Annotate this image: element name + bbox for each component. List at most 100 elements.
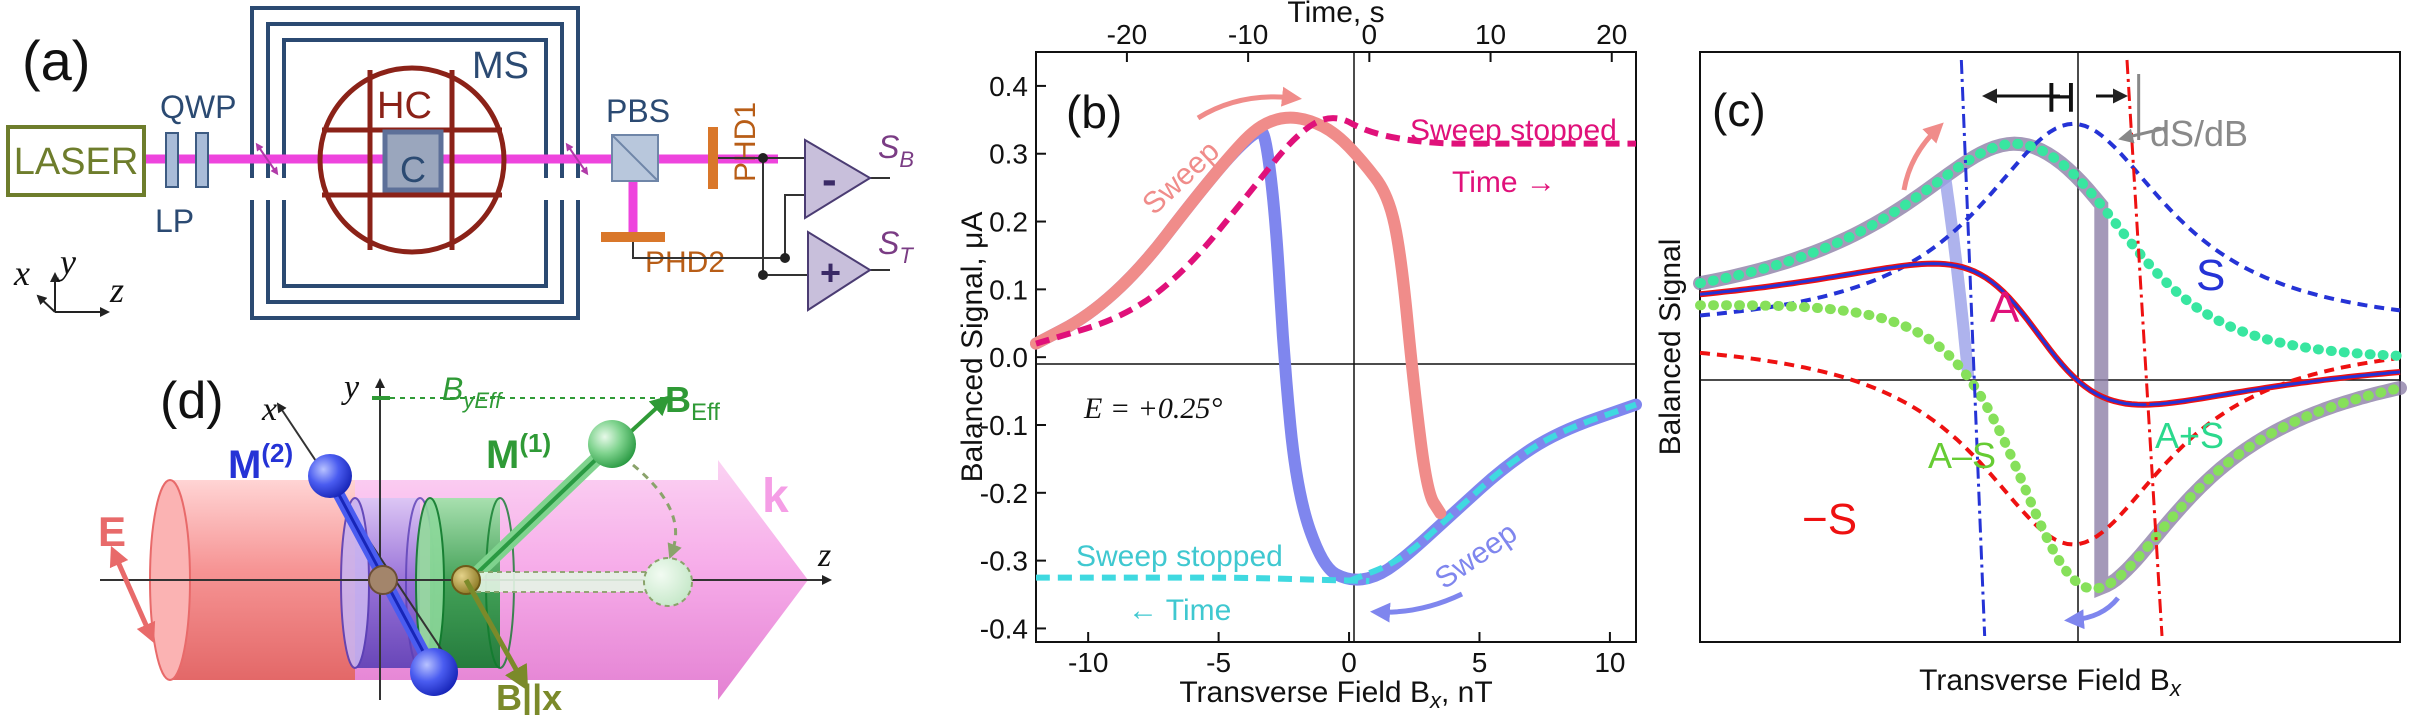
e-label: E	[98, 508, 126, 555]
c-x-axis-title: Transverse Field Bx	[1919, 664, 2182, 701]
b-y-tick-label: 0.0	[989, 342, 1028, 373]
b-y-tick-label: 0.3	[989, 139, 1028, 170]
laser-box	[6, 125, 146, 197]
b-y-tick-label: -0.3	[980, 546, 1028, 577]
c-a-curve-blue	[1699, 262, 2401, 407]
ms-label: MS	[472, 45, 529, 87]
st-label: ST	[878, 225, 914, 268]
b-y-tick-label: 0.4	[989, 71, 1028, 102]
phd1-label: PHD1	[729, 102, 762, 182]
b-top-tick-label: -20	[1107, 19, 1147, 50]
magnetic-shield	[250, 6, 580, 320]
b-parallel-x-arrow	[463, 578, 529, 691]
laser-label: LASER	[14, 141, 139, 183]
panel-c-label: (c)	[1712, 84, 1766, 136]
d-axis-x: x	[261, 391, 277, 428]
panel-b-chart: Time, s Balanced Signal, μA Transverse F…	[956, 0, 1642, 713]
b-y-axis-title: Balanced Signal, μA	[956, 212, 989, 483]
qwp-label: QWP	[160, 89, 236, 125]
b-bottom-tick-label: 5	[1472, 647, 1488, 678]
m1-ball	[588, 420, 636, 468]
c-a-plus-s-curve	[1695, 138, 2405, 361]
e-field-arrow	[109, 545, 156, 644]
c-h-label: H	[2046, 74, 2076, 121]
rotation-arrow	[632, 463, 682, 560]
m1-ghost-ball	[643, 557, 693, 607]
b-y-tick-label: -0.2	[980, 478, 1028, 509]
b-return-curve	[1347, 401, 1637, 584]
coil-grid	[322, 70, 502, 250]
panel-d-label: (d)	[160, 372, 224, 430]
sum-amplifier	[807, 230, 872, 312]
panel-b-label: (b)	[1066, 86, 1122, 138]
c-a-plus-s-label: A+S	[2155, 415, 2224, 456]
lp-plate	[165, 132, 179, 188]
panel-d-vector-diagram: (d) x y z ByEff BEff M(	[98, 369, 832, 715]
b-ann-time-right: Time →	[1452, 166, 1556, 199]
b-top-tick-label: 20	[1596, 19, 1627, 50]
polarization-arrow-2	[565, 142, 589, 176]
b-top-axis-title: Time, s	[1287, 0, 1384, 29]
minus-sign: -	[822, 155, 837, 204]
b-ann-e: E = +0.25°	[1083, 392, 1222, 425]
phd1-detector	[708, 127, 718, 189]
c-curves	[1693, 59, 2407, 637]
b-sweep-up-curve	[1030, 111, 1447, 520]
lp-label: LP	[155, 203, 194, 239]
b-y-tick-label: 0.2	[989, 207, 1028, 238]
b-top-tick-label: 10	[1475, 19, 1506, 50]
c-a-minus-s-curve	[1695, 300, 2405, 594]
c-jump-down	[1939, 175, 1975, 379]
m2-label: M(2)	[228, 438, 293, 487]
b-sweep-top-arrow	[1196, 86, 1302, 121]
hc-label: HC	[377, 85, 432, 127]
polarization-arrow-1	[255, 142, 279, 176]
qwp-plate	[195, 132, 209, 188]
vapor-cell	[382, 129, 444, 193]
b-bottom-axis-title: Transverse Field Bx, nT	[1179, 676, 1492, 713]
pbs-label: PBS	[606, 93, 670, 129]
b-eff-label: BEff	[665, 379, 720, 426]
b-stopped-top-curve	[1035, 115, 1636, 347]
c-y-axis-title: Balanced Signal	[1654, 239, 1687, 456]
c-tangent-left	[1959, 59, 1987, 637]
b-curves	[1030, 111, 1642, 586]
triad-z: z	[109, 270, 124, 310]
b-stopped-bottom-curve	[1036, 574, 1370, 584]
m2-ball-top	[308, 454, 352, 498]
b-yeff-label: ByEff	[442, 371, 504, 413]
c-minus-s-label: −S	[1802, 495, 1857, 544]
c-up-arrow	[1901, 122, 1944, 191]
phd2-label: PHD2	[645, 246, 725, 279]
panel-a-setup: (a) MS LASER QWP LP HC C	[6, 6, 914, 320]
c-s-curve	[1699, 121, 2401, 318]
m1-label: M(1)	[486, 428, 551, 477]
c-a-minus-s-label: A–S	[1928, 435, 1996, 476]
b-top-tick-label: 0	[1362, 19, 1378, 50]
d-axis-z: z	[817, 537, 831, 574]
triad-y: y	[57, 242, 76, 282]
axis-triad	[36, 272, 110, 317]
b-y-tick-label: 0.1	[989, 274, 1028, 305]
c-s-label: S	[2196, 251, 2225, 300]
m2-ball-bottom	[410, 648, 458, 696]
difference-amplifier	[804, 138, 872, 220]
b-ann-time-left: ← Time	[1128, 594, 1231, 627]
c-plot-frame	[1699, 51, 2401, 643]
phd2-detector	[601, 232, 665, 242]
panel-a-label: (a)	[22, 29, 90, 92]
c-down-arrow	[2064, 596, 2120, 630]
plus-sign: +	[820, 252, 841, 293]
c-tangent-right	[2125, 59, 2164, 637]
b-ann-sweep-stopped-top: Sweep stopped	[1410, 114, 1617, 147]
b-y-tick-label: -0.4	[980, 613, 1028, 644]
b-bottom-tick-label: 10	[1594, 647, 1625, 678]
heating-coil	[317, 65, 507, 255]
b-ann-sweep-stopped-bottom: Sweep stopped	[1076, 540, 1283, 573]
b-bottom-tick-label: 0	[1341, 647, 1357, 678]
b-sweep-bottom-arrow	[1370, 591, 1464, 623]
c-a-label: A	[1990, 283, 2020, 332]
cell-label: C	[400, 149, 426, 190]
b-bottom-tick-label: -10	[1068, 647, 1108, 678]
